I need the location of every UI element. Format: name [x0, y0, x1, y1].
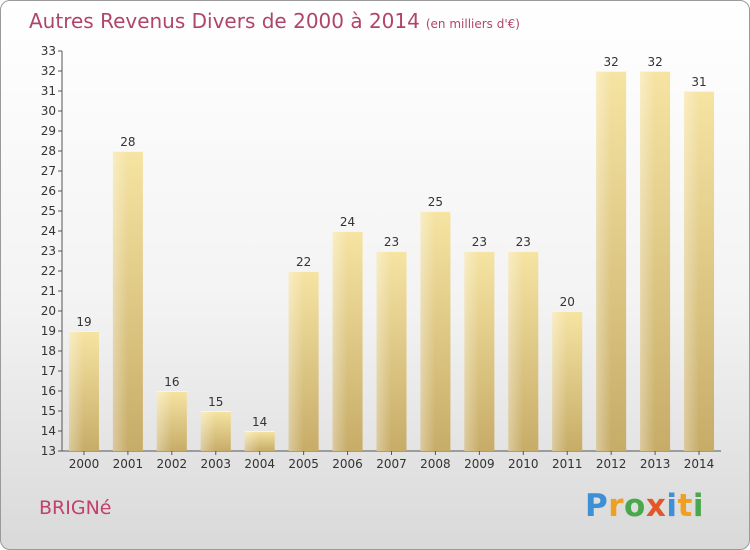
y-tick-label: 16	[41, 384, 56, 398]
x-tick-label: 2008	[420, 457, 451, 471]
bar-value-label: 19	[76, 315, 91, 329]
chart-unit: (en milliers d'€)	[425, 17, 520, 31]
x-tick-label: 2011	[552, 457, 583, 471]
x-tick-label: 2013	[640, 457, 671, 471]
y-tick-label: 31	[41, 84, 56, 98]
bar-value-label: 28	[120, 135, 135, 149]
bar-value-label: 25	[428, 195, 443, 209]
x-tick-label: 2010	[508, 457, 539, 471]
bar-value-label: 20	[560, 295, 575, 309]
bar-value-label: 15	[208, 395, 223, 409]
y-tick-label: 27	[41, 164, 56, 178]
y-tick-label: 15	[41, 404, 56, 418]
place-name: BRIGNé	[39, 497, 112, 519]
bar-highlight	[288, 271, 304, 451]
proxiti-logo-letter: r	[608, 488, 625, 524]
bar-highlight	[684, 91, 700, 451]
bar-highlight	[640, 71, 656, 451]
y-tick-label: 28	[41, 144, 56, 158]
chart-title-text: Autres Revenus Divers de 2000 à 2014	[29, 9, 420, 33]
x-tick-label: 2014	[684, 457, 715, 471]
bar-highlight	[596, 71, 612, 451]
x-tick-label: 2002	[157, 457, 188, 471]
proxiti-logo-letter: x	[645, 488, 667, 524]
bar-value-label: 23	[472, 235, 487, 249]
y-tick-label: 30	[41, 104, 56, 118]
proxiti-logo-letter: o	[624, 488, 646, 524]
bar-value-label: 31	[691, 75, 706, 89]
y-tick-label: 19	[41, 324, 56, 338]
y-tick-label: 21	[41, 284, 56, 298]
bar-highlight	[508, 251, 524, 451]
x-tick-label: 2012	[596, 457, 627, 471]
bar-highlight	[244, 431, 260, 451]
y-tick-label: 13	[41, 444, 56, 458]
y-tick-label: 29	[41, 124, 56, 138]
x-tick-label: 2000	[69, 457, 100, 471]
x-tick-label: 2006	[332, 457, 363, 471]
bar-value-label: 23	[516, 235, 531, 249]
y-tick-label: 25	[41, 204, 56, 218]
y-tick-label: 23	[41, 244, 56, 258]
y-tick-label: 32	[41, 64, 56, 78]
bar-value-label: 24	[340, 215, 355, 229]
bar-highlight	[68, 331, 84, 451]
y-tick-label: 14	[41, 424, 56, 438]
bar-highlight	[156, 391, 172, 451]
bar-value-label: 14	[252, 415, 267, 429]
x-tick-label: 2009	[464, 457, 495, 471]
bar-value-label: 32	[604, 55, 619, 69]
y-tick-label: 18	[41, 344, 56, 358]
y-tick-label: 22	[41, 264, 56, 278]
x-tick-label: 2004	[244, 457, 275, 471]
x-tick-label: 2001	[113, 457, 144, 471]
bar-highlight	[376, 251, 392, 451]
bar-highlight	[112, 151, 128, 451]
chart-title: Autres Revenus Divers de 2000 à 2014 (en …	[29, 9, 520, 33]
x-tick-label: 2005	[288, 457, 319, 471]
bar-value-label: 32	[647, 55, 662, 69]
bar-highlight	[420, 211, 436, 451]
y-tick-label: 24	[41, 224, 56, 238]
proxiti-logo-letter: P	[585, 488, 609, 524]
y-tick-label: 17	[41, 364, 56, 378]
proxiti-logo-letter: t	[677, 488, 693, 524]
y-tick-label: 20	[41, 304, 56, 318]
bar-highlight	[552, 311, 568, 451]
bar-highlight	[464, 251, 480, 451]
y-tick-label: 33	[41, 44, 56, 58]
y-tick-label: 26	[41, 184, 56, 198]
x-tick-label: 2003	[200, 457, 231, 471]
bar-highlight	[332, 231, 348, 451]
proxiti-logo: Proxiti	[585, 488, 704, 524]
x-tick-label: 2007	[376, 457, 407, 471]
bar-value-label: 23	[384, 235, 399, 249]
bar-value-label: 16	[164, 375, 179, 389]
bar-highlight	[200, 411, 216, 451]
proxiti-logo-letter: i	[692, 488, 704, 524]
bar-value-label: 22	[296, 255, 311, 269]
proxiti-logo-letter: i	[666, 488, 678, 524]
